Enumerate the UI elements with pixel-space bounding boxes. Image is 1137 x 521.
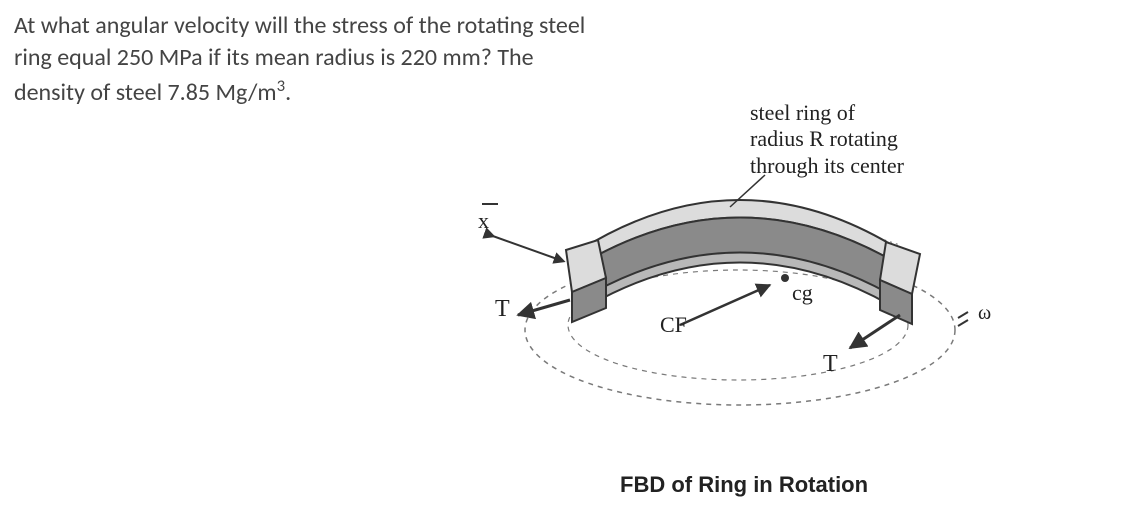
ring-description: steel ring of radius R rotating through … [750, 100, 904, 179]
problem-statement: At what angular velocity will the stress… [14, 10, 694, 109]
label-CF: CF [660, 310, 687, 340]
problem-line-1: At what angular velocity will the stress… [14, 10, 694, 42]
label-x: x [478, 206, 489, 236]
label-T-left: T [495, 293, 510, 325]
problem-line-2: ring equal 250 MPa if its mean radius is… [14, 42, 694, 74]
label-T-right: T [823, 348, 838, 380]
figure-caption: FBD of Ring in Rotation [620, 470, 868, 500]
ring-diagram-svg [430, 100, 1050, 500]
label-cg: cg [792, 278, 813, 308]
figure: steel ring of radius R rotating through … [430, 100, 1050, 500]
label-omega: ω [978, 300, 991, 327]
